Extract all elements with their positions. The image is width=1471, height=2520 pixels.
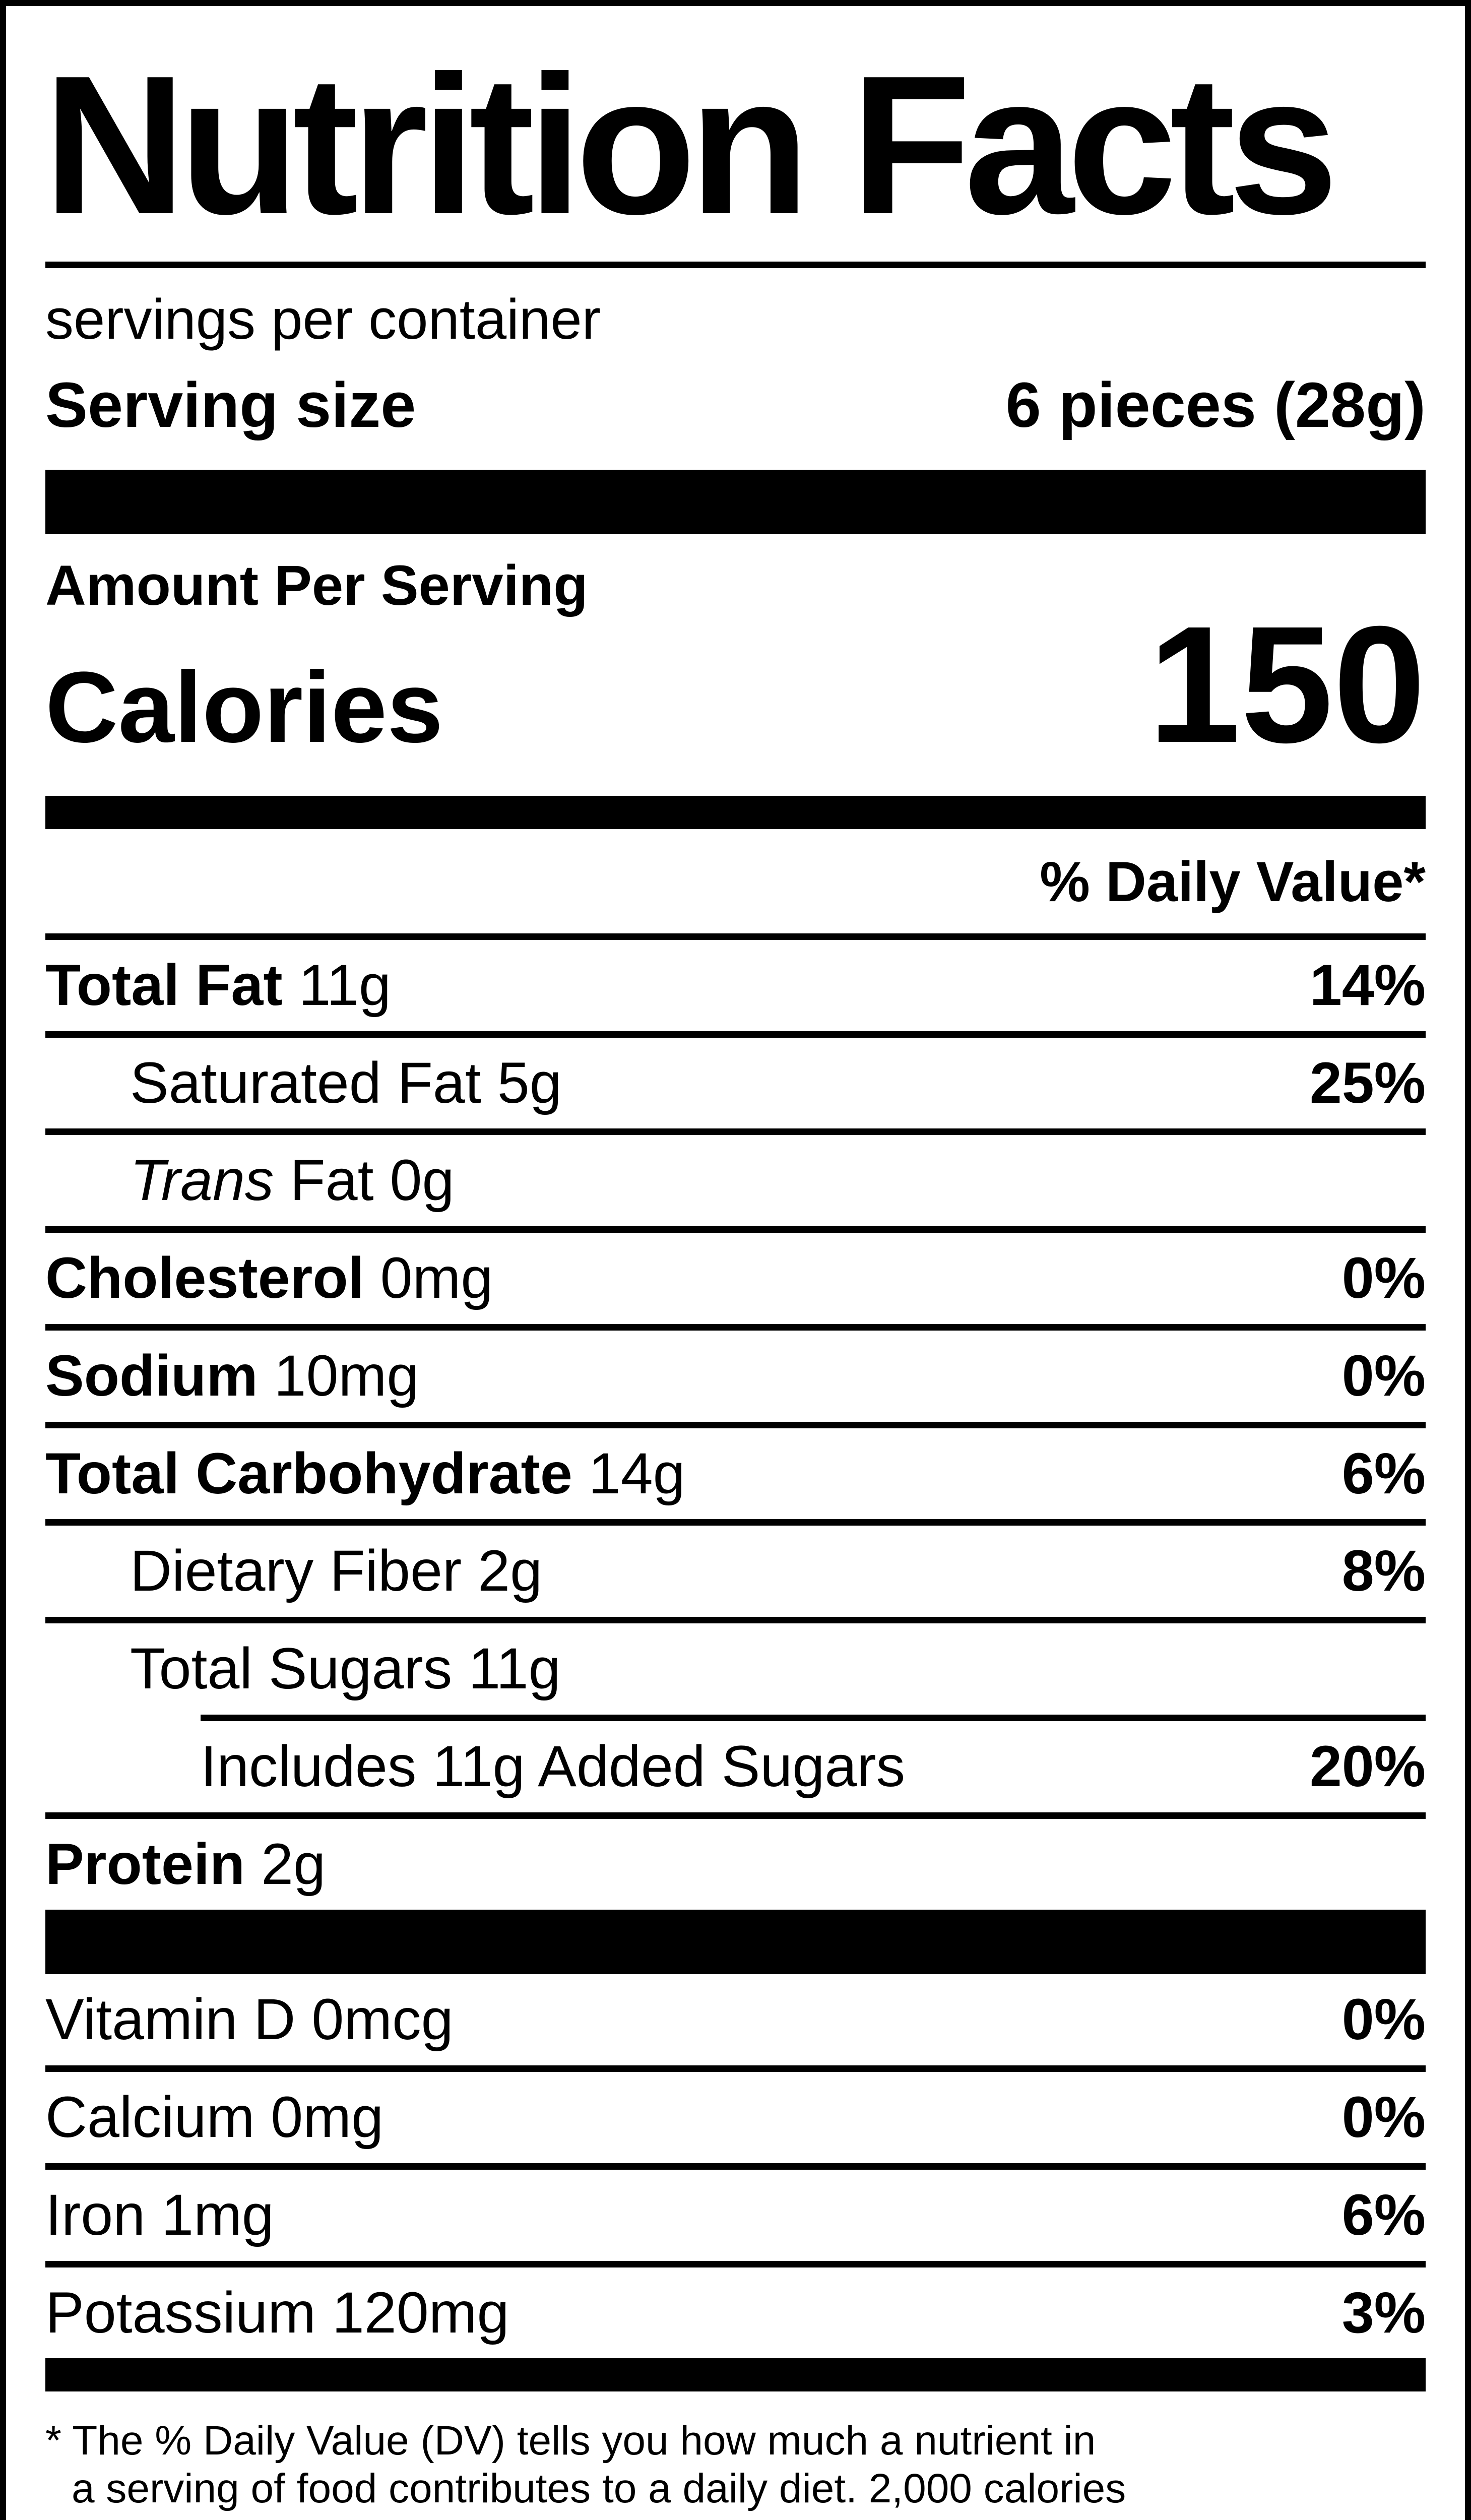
row-separator [45, 1519, 1426, 1526]
nutrient-name: Cholesterol 0mg [45, 1248, 493, 1309]
title-divider [45, 262, 1426, 269]
row-separator [45, 2065, 1426, 2072]
nutrient-row-trans-fat: Trans Fat 0g [45, 1135, 1426, 1226]
thick-separator-top [45, 469, 1426, 534]
row-separator [45, 1421, 1426, 1428]
daily-value-percent: 0% [1341, 1987, 1426, 2052]
amount-per-serving: Amount Per Serving [45, 553, 588, 617]
daily-value-percent: 14% [1309, 953, 1426, 1018]
nutrient-name: Total Sugars 11g [130, 1639, 561, 1699]
nutrient-name: Includes 11g Added Sugars [201, 1736, 905, 1797]
nutrient-name: Dietary Fiber 2g [130, 1541, 542, 1602]
daily-value-percent: 20% [1309, 1734, 1426, 1799]
nutrient-name-rest: 2g [245, 1832, 326, 1897]
nutrient-row-potassium: Potassium 120mg 3% [45, 2267, 1426, 2359]
nutrient-row-dietary-fiber: Dietary Fiber 2g 8% [45, 1526, 1426, 1617]
label-title: Nutrition Facts [43, 35, 1338, 256]
serving-size-label: Serving size [45, 369, 416, 440]
nutrient-name: Sodium 10mg [45, 1343, 419, 1408]
row-separator [45, 1812, 1426, 1819]
serving-size-value: 6 pieces (28g) [1005, 369, 1426, 440]
nutrient-row-added-sugars: Includes 11g Added Sugars 20% [45, 1721, 1426, 1812]
nutrient-name-bold: Total Fat [45, 953, 283, 1018]
nutrient-name-bold: Total Carbohydrate [45, 1441, 572, 1506]
daily-value-percent: 25% [1309, 1050, 1426, 1115]
calories-label: Calories [45, 651, 443, 764]
daily-value-header: % Daily Value* [1040, 850, 1426, 913]
footnote-line: a day is used for general nutrition advi… [45, 2513, 1426, 2520]
row-separator-indented [201, 1714, 1426, 1721]
daily-value-percent: 0% [1341, 2085, 1426, 2150]
row-separator [45, 1324, 1426, 1331]
row-separator [45, 2260, 1426, 2267]
nutrient-name-rest: Dietary Fiber 2g [130, 1539, 543, 1604]
nutrient-name-rest: 0mg [364, 1246, 493, 1311]
nutrient-name: Potassium 120mg [45, 2280, 509, 2345]
medium-separator-footnote [45, 2358, 1426, 2392]
footnote-line: a serving of food contributes to a daily… [72, 2466, 1126, 2512]
nutrient-name-bold: Protein [45, 1832, 245, 1897]
nutrient-row-saturated-fat: Saturated Fat 5g 25% [45, 1038, 1426, 1129]
row-separator [45, 1128, 1426, 1136]
nutrient-name-rest: 14g [572, 1441, 685, 1506]
daily-value-percent: 8% [1341, 1539, 1426, 1604]
daily-value-percent: 6% [1341, 2182, 1426, 2247]
row-separator [45, 1031, 1426, 1038]
daily-value-percent: 0% [1341, 1246, 1426, 1311]
nutrient-row-vitamin-d: Vitamin D 0mcg 0% [45, 1974, 1426, 2065]
nutrient-row-total-sugars: Total Sugars 11g [45, 1623, 1426, 1715]
nutrient-name-rest: Iron 1mg [45, 2182, 274, 2247]
nutrient-name-rest: Potassium 120mg [45, 2280, 509, 2345]
nutrient-name: Calcium 0mg [45, 2087, 383, 2148]
nutrient-name-bold: Sodium [45, 1343, 258, 1408]
nutrient-name: Saturated Fat 5g [130, 1050, 562, 1115]
servings-per-container: servings per container [45, 288, 601, 351]
nutrient-name: Total Carbohydrate 14g [45, 1443, 685, 1504]
daily-value-percent: 0% [1341, 1343, 1426, 1408]
row-separator [45, 1617, 1426, 1624]
row-separator [45, 933, 1426, 940]
nutrient-name: Total Fat 11g [45, 955, 391, 1016]
calories-value: 150 [1148, 591, 1426, 777]
footnote: * The % Daily Value (DV) tells you how m… [45, 2417, 1426, 2520]
nutrient-row-calcium: Calcium 0mg 0% [45, 2072, 1426, 2163]
row-separator [45, 2163, 1426, 2170]
nutrient-name-rest: Calcium 0mg [45, 2085, 384, 2150]
nutrient-name-rest: Total Sugars 11g [130, 1636, 561, 1702]
nutrient-name: Protein 2g [45, 1834, 326, 1895]
row-separator [45, 1226, 1426, 1233]
nutrient-name-rest: Saturated Fat 5g [130, 1050, 562, 1115]
nutrient-row-cholesterol: Cholesterol 0mg 0% [45, 1233, 1426, 1324]
nutrient-name-italic: Trans [130, 1148, 274, 1213]
nutrient-name: Iron 1mg [45, 2182, 274, 2247]
medium-separator-calories [45, 795, 1426, 829]
nutrient-row-total-fat: Total Fat 11g 14% [45, 940, 1426, 1031]
nutrient-name-rest: 10mg [258, 1343, 419, 1408]
thick-separator-vitamins [45, 1910, 1426, 1975]
nutrient-name: Vitamin D 0mcg [45, 1989, 454, 2050]
nutrient-name-rest: Vitamin D 0mcg [45, 1987, 454, 2052]
nutrient-row-protein: Protein 2g [45, 1819, 1426, 1910]
nutrient-row-sodium: Sodium 10mg 0% [45, 1331, 1426, 1422]
nutrient-name-rest: 11g [282, 953, 391, 1018]
nutrient-name-rest: Includes 11g Added Sugars [201, 1734, 906, 1799]
daily-value-percent: 3% [1341, 2280, 1426, 2345]
daily-value-percent: 6% [1341, 1441, 1426, 1506]
nutrient-row-total-carbohydrate: Total Carbohydrate 14g 6% [45, 1428, 1426, 1520]
nutrient-name: Trans Fat 0g [130, 1150, 454, 1211]
footnote-line: * The % Daily Value (DV) tells you how m… [45, 2418, 1096, 2464]
calories-row: Calories 150 [45, 591, 1426, 777]
nutrient-name-rest: Fat 0g [274, 1148, 455, 1213]
nutrient-row-iron: Iron 1mg 6% [45, 2170, 1426, 2261]
nutrient-name-bold: Cholesterol [45, 1246, 364, 1311]
serving-size-row: Serving size 6 pieces (28g) [45, 369, 1426, 442]
